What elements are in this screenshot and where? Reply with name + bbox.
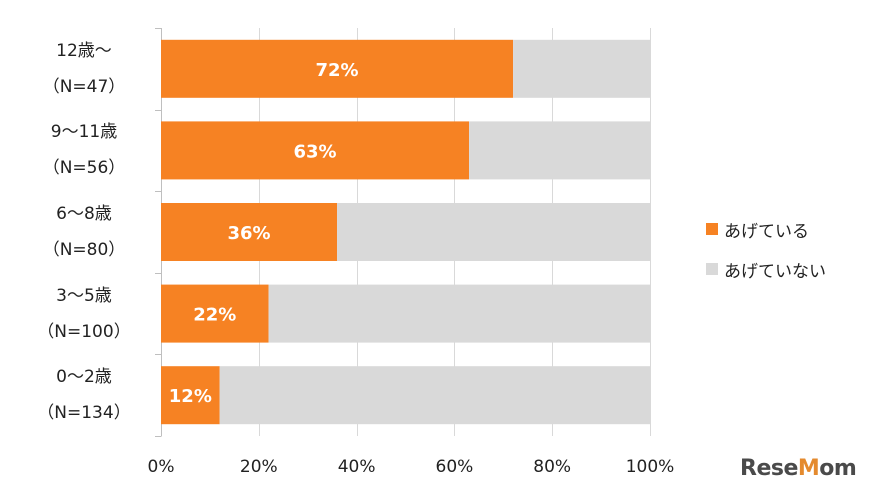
- x-tick-label: 0%: [148, 457, 175, 477]
- category-label-line2: （N=47）: [42, 76, 126, 97]
- bar-given: [161, 121, 470, 180]
- bar-not-given: [219, 366, 650, 425]
- legend-label-series-1: あげている: [724, 221, 809, 242]
- data-label: 72%: [315, 60, 358, 81]
- bar-not-given: [513, 39, 650, 98]
- legend: あげている あげていない: [706, 218, 826, 298]
- category-label-line1: 0～2歳: [56, 367, 112, 388]
- x-tick-label: 40%: [338, 457, 376, 477]
- category-label-line1: 3～5歳: [56, 285, 112, 306]
- category-label-line2: （N=80）: [42, 240, 126, 260]
- category-label-line2: （N=56）: [42, 158, 126, 179]
- bar-given: [161, 284, 269, 343]
- x-tick-label: 20%: [240, 457, 278, 477]
- legend-item-series-2: あげていない: [706, 258, 826, 282]
- legend-item-series-1: あげている: [706, 218, 826, 242]
- legend-label-series-2: あげていない: [724, 261, 826, 282]
- bar-given: [161, 203, 338, 261]
- bar-not-given: [337, 203, 650, 261]
- category-label-line1: 6～8歳: [56, 204, 112, 224]
- bar-given: [161, 39, 514, 98]
- x-tick-label: 100%: [626, 457, 675, 477]
- x-tick-label: 60%: [436, 457, 474, 477]
- category-label-line1: 9～11歳: [50, 122, 118, 143]
- data-label: 63%: [293, 141, 336, 162]
- bar-not-given: [469, 121, 650, 180]
- resemom-logo: ReseMom: [740, 456, 857, 481]
- category-label-line2: （N=134）: [37, 403, 131, 424]
- data-label: 22%: [193, 305, 236, 326]
- legend-swatch-series-1: [706, 223, 718, 235]
- bar-given: [161, 366, 220, 425]
- category-label-line1: 12歳～: [56, 40, 112, 61]
- legend-swatch-series-2: [706, 263, 718, 275]
- data-label: 12%: [169, 386, 212, 407]
- x-tick-label: 80%: [533, 457, 571, 477]
- bar-not-given: [268, 284, 650, 343]
- data-label: 36%: [227, 223, 270, 244]
- category-label-line2: （N=100）: [37, 321, 131, 342]
